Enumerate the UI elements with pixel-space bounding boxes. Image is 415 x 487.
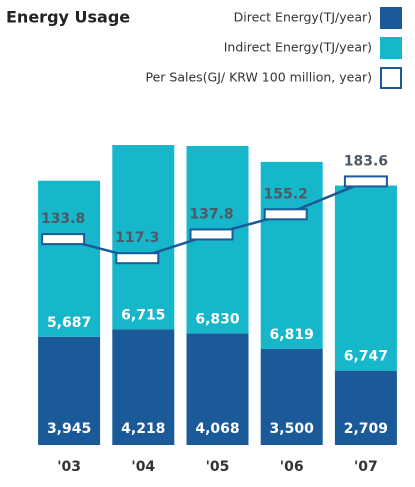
chart-title: Energy Usage: [6, 8, 130, 27]
legend-label: Indirect Energy(TJ/year): [224, 40, 372, 55]
bar: [38, 336, 101, 445]
legend-swatch: [380, 67, 402, 89]
value-label: 6,715: [121, 307, 165, 323]
marker: [41, 233, 86, 246]
legend-swatch: [380, 7, 402, 29]
value-label: 3,500: [270, 421, 315, 437]
value-label: 6,747: [344, 349, 388, 365]
bar: [260, 161, 323, 349]
x-tick-label: '05: [206, 459, 230, 475]
value-label: 155.2: [264, 186, 308, 202]
value-label: 4,218: [121, 421, 165, 437]
value-label: 2,709: [344, 421, 388, 437]
x-tick-label: '03: [57, 459, 81, 475]
legend-swatch: [380, 37, 402, 59]
value-label: 5,687: [47, 315, 91, 331]
x-tick-label: '04: [131, 459, 155, 475]
bar: [112, 145, 175, 330]
bar: [112, 329, 175, 445]
bar: [334, 370, 397, 445]
value-label: 6,830: [195, 311, 240, 327]
value-label: 4,068: [195, 421, 239, 437]
x-tick-label: '07: [354, 459, 378, 475]
x-tick-label: '06: [280, 459, 304, 475]
bar: [334, 185, 397, 371]
value-label: 3,945: [47, 421, 91, 437]
marker: [189, 228, 234, 241]
bar: [38, 180, 101, 337]
legend-label: Direct Energy(TJ/year): [234, 10, 372, 25]
value-label: 137.8: [189, 206, 233, 222]
value-label: 117.3: [115, 230, 159, 246]
marker: [115, 252, 160, 265]
value-label: 183.6: [344, 153, 388, 169]
bar: [260, 348, 323, 445]
legend-label: Per Sales(GJ/ KRW 100 million, year): [146, 70, 373, 85]
value-label: 6,819: [270, 327, 314, 343]
marker: [263, 208, 308, 221]
value-label: 133.8: [41, 211, 85, 227]
marker: [343, 175, 388, 188]
bar: [186, 333, 249, 445]
